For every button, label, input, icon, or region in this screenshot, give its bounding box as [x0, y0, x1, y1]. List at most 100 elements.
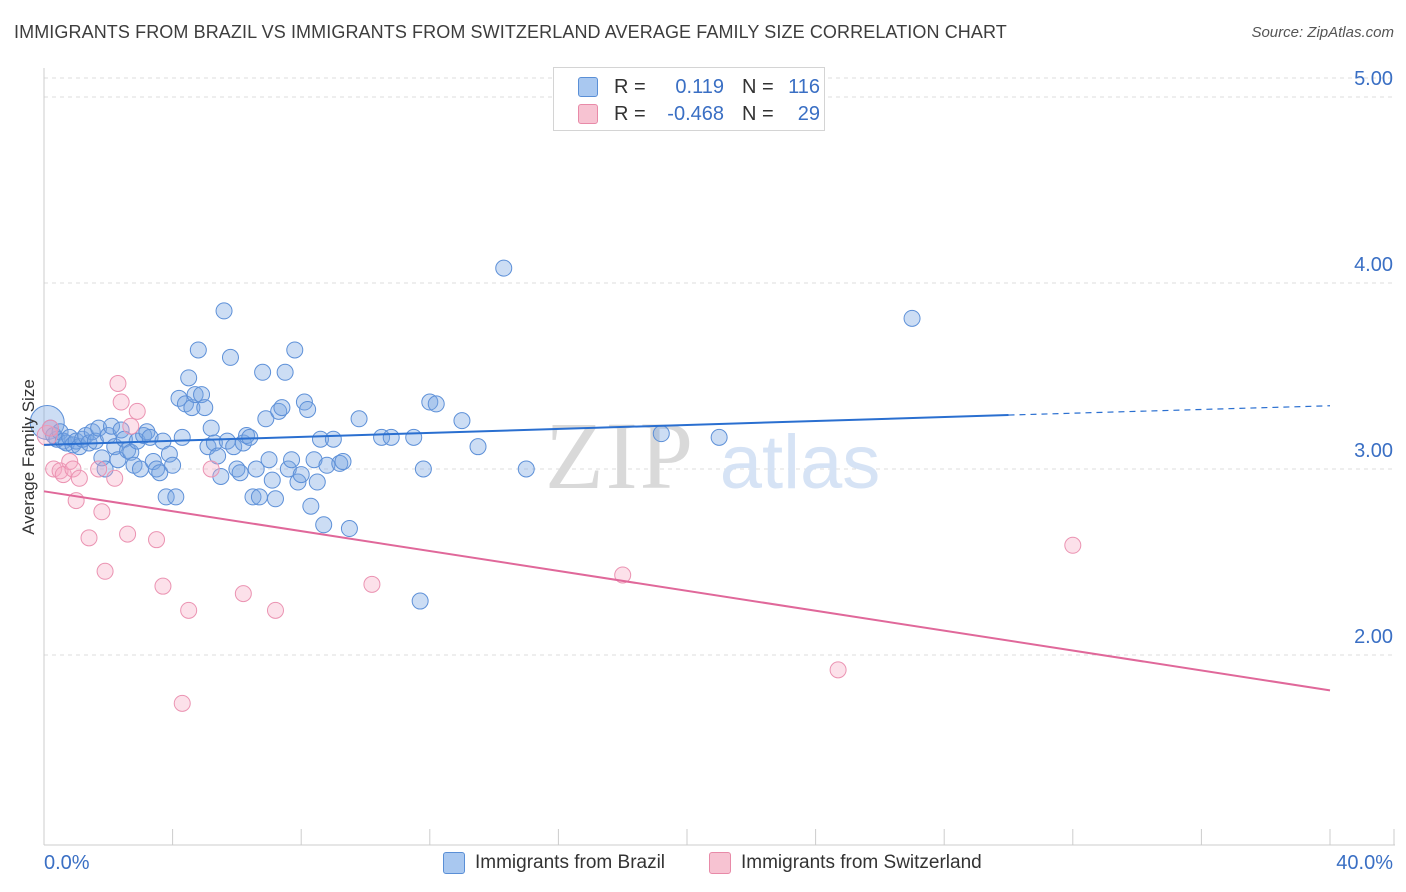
brazil-point: [276, 363, 294, 381]
switzerland-point: [80, 529, 98, 547]
n-label: N =: [742, 75, 774, 98]
brazil-point: [405, 428, 423, 446]
brazil-point: [138, 423, 156, 441]
brazil-point: [299, 400, 317, 418]
switzerland-point: [180, 601, 198, 619]
brazil-point: [173, 428, 191, 446]
switzerland-point: [154, 577, 172, 595]
brazil-point: [517, 460, 535, 478]
brazil-swatch: [578, 77, 598, 97]
switzerland-point: [90, 460, 108, 478]
legend-item-brazil: Immigrants from Brazil: [443, 852, 665, 874]
watermark-zip: ZIP: [545, 402, 695, 509]
brazil-point: [273, 399, 291, 417]
brazil-point: [340, 520, 358, 538]
tick-labels: 2.00 3.00 4.00 5.00 0.0% 40.0%: [44, 68, 1393, 874]
switzerland-point: [234, 585, 252, 603]
switzerland-point: [119, 525, 137, 543]
brazil-point: [189, 341, 207, 359]
brazil-point: [67, 432, 85, 450]
switzerland-legend-label: Immigrants from Switzerland: [741, 852, 982, 873]
brazil-point: [292, 466, 310, 484]
grid-lines: [44, 77, 1395, 656]
brazil-point: [254, 363, 272, 381]
switzerland-point: [148, 531, 166, 549]
r-label: R =: [614, 102, 646, 125]
brazil-point: [334, 453, 352, 471]
brazil-legend-swatch: [443, 852, 465, 874]
switzerland-point: [122, 417, 140, 435]
r-label: R =: [614, 75, 646, 98]
brazil-point: [286, 341, 304, 359]
brazil-point: [231, 464, 249, 482]
brazil-point: [86, 432, 104, 450]
brazil-point: [283, 451, 301, 469]
brazil-point: [221, 348, 239, 366]
switzerland-point: [202, 460, 220, 478]
y-tick-label: 3.00: [1354, 440, 1393, 462]
brazil-point: [167, 488, 185, 506]
switzerland-point: [363, 575, 381, 593]
x-tick-label: 40.0%: [1336, 852, 1393, 874]
switzerland-point: [112, 393, 130, 411]
r-value: 0.119: [675, 75, 724, 98]
brazil-point: [414, 460, 432, 478]
stats-legend: R = 0.119 N = 116 R = -0.468 N = 29: [553, 67, 825, 131]
brazil-point: [196, 399, 214, 417]
stats-row-brazil: R = 0.119 N = 116: [578, 74, 820, 100]
brazil-point: [315, 516, 333, 534]
switzerland-point: [614, 566, 632, 584]
source-credit: Source: ZipAtlas.com: [1251, 24, 1394, 41]
legend-item-switzerland: Immigrants from Switzerland: [709, 852, 982, 874]
switzerland-point: [1064, 536, 1082, 554]
brazil-point: [202, 419, 220, 437]
brazil-point: [260, 451, 278, 469]
brazil-point: [382, 428, 400, 446]
n-label: N =: [742, 102, 774, 125]
switzerland-trend-line: [43, 490, 1331, 692]
brazil-point: [710, 428, 728, 446]
watermark: ZIP atlas: [545, 402, 880, 509]
brazil-point: [495, 259, 513, 277]
brazil-point: [324, 430, 342, 448]
brazil-point: [421, 393, 439, 411]
brazil-point: [257, 410, 275, 428]
axes: [43, 68, 1395, 846]
brazil-point: [160, 445, 178, 463]
brazil-point: [652, 425, 670, 443]
y-axis-label: Average Family Size: [19, 379, 38, 535]
brazil-point: [263, 471, 281, 489]
n-value: 116: [788, 75, 820, 98]
brazil-point: [250, 488, 268, 506]
brazil-point: [170, 389, 188, 407]
brazil-point: [279, 460, 297, 478]
x-tick-label: 0.0%: [44, 852, 90, 874]
brazil-legend-label: Immigrants from Brazil: [475, 852, 666, 873]
brazil-point: [469, 438, 487, 456]
brazil-point: [164, 456, 182, 474]
watermark-atlas: atlas: [720, 420, 881, 505]
trend-lines: [43, 405, 1331, 692]
brazil-point: [103, 417, 121, 435]
switzerland-point: [106, 469, 124, 487]
stats-row-switzerland: R = -0.468 N = 29: [578, 101, 820, 127]
brazil-point: [186, 386, 204, 404]
y-tick-label: 2.00: [1354, 626, 1393, 648]
brazil-point: [151, 464, 169, 482]
brazil-point: [193, 386, 211, 404]
y-tick-label: 4.00: [1354, 254, 1393, 276]
chart-title: IMMIGRANTS FROM BRAZIL VS IMMIGRANTS FRO…: [14, 22, 1007, 42]
brazil-point: [183, 399, 201, 417]
brazil-point: [427, 395, 445, 413]
brazil-point: [305, 451, 323, 469]
brazil-point: [266, 490, 284, 508]
brazil-point: [318, 456, 336, 474]
brazil-trend-line: [43, 414, 1009, 446]
switzerland-point: [93, 503, 111, 521]
brazil-point: [112, 421, 130, 439]
brazil-point: [244, 488, 262, 506]
brazil-point: [302, 497, 320, 515]
r-value: -0.468: [667, 102, 724, 125]
brazil-point: [308, 473, 326, 491]
